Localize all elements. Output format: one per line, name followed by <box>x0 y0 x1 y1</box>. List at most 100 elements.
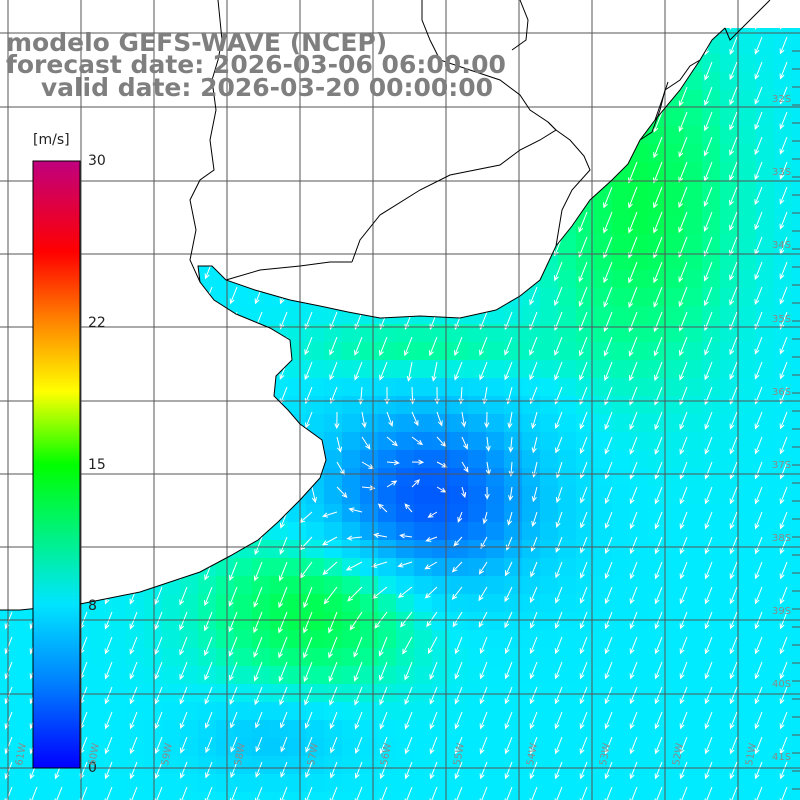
wind-speed-cell <box>360 792 379 800</box>
wind-speed-cell <box>684 756 703 775</box>
wind-speed-cell <box>90 630 109 649</box>
wind-speed-cell <box>630 504 649 523</box>
wind-speed-cell <box>180 792 199 800</box>
wind-speed-cell <box>108 720 127 739</box>
wind-speed-cell <box>234 396 253 415</box>
wind-arrow <box>428 336 438 357</box>
wind-speed-cell <box>270 342 289 361</box>
wind-arrow <box>629 661 638 680</box>
wind-speed-cell <box>126 792 145 800</box>
wind-speed-cell <box>198 792 217 800</box>
wind-arrow <box>129 461 138 480</box>
wind-speed-cell <box>630 468 649 487</box>
wind-speed-cell <box>684 162 703 181</box>
wind-arrow <box>754 561 763 580</box>
wind-speed-cell <box>756 432 775 451</box>
wind-arrow <box>729 436 738 455</box>
wind-speed-cell <box>558 720 577 739</box>
wind-speed-cell <box>774 180 793 199</box>
wind-speed-cell <box>378 234 397 253</box>
wind-speed-cell <box>702 252 721 271</box>
wind-arrow <box>779 561 788 580</box>
wind-speed-cell <box>342 360 361 379</box>
wind-speed-cell <box>414 0 433 19</box>
wind-speed-cell <box>90 432 109 451</box>
wind-speed-cell <box>306 234 325 253</box>
wind-speed-cell <box>288 630 307 649</box>
wind-arrow <box>354 761 363 780</box>
wind-speed-cell <box>468 468 487 487</box>
wind-speed-cell <box>144 450 163 469</box>
wind-arrow <box>129 786 138 800</box>
wind-arrow <box>305 761 313 779</box>
wind-speed-cell <box>702 144 721 163</box>
wind-speed-cell <box>270 468 289 487</box>
wind-speed-cell <box>504 270 523 289</box>
wind-arrow <box>729 261 738 281</box>
wind-speed-cell <box>0 0 19 19</box>
wind-speed-cell <box>684 342 703 361</box>
wind-speed-cell <box>756 342 775 361</box>
wind-speed-cell <box>540 72 559 91</box>
wind-speed-cell <box>666 360 685 379</box>
wind-speed-cell <box>126 612 145 631</box>
wind-arrow <box>104 636 113 655</box>
wind-speed-cell <box>558 522 577 541</box>
wind-speed-cell <box>144 0 163 19</box>
wind-speed-cell <box>90 360 109 379</box>
wind-speed-cell <box>342 486 361 505</box>
wind-speed-cell <box>450 522 469 541</box>
wind-speed-cell <box>432 594 451 613</box>
wind-speed-cell <box>180 360 199 379</box>
wind-arrow <box>729 511 738 530</box>
wind-arrow <box>429 236 438 255</box>
wind-arrow <box>411 459 425 465</box>
wind-speed-cell <box>180 756 199 775</box>
wind-speed-cell <box>612 540 631 559</box>
wind-arrow <box>254 461 263 479</box>
wind-speed-cell <box>234 306 253 325</box>
wind-speed-cell <box>306 126 325 145</box>
wind-speed-cell <box>252 774 271 793</box>
wind-speed-cell <box>630 324 649 343</box>
wind-speed-cell <box>720 90 739 109</box>
wind-arrow <box>553 286 563 307</box>
wind-arrow <box>436 411 443 427</box>
wind-speed-cell <box>630 252 649 271</box>
wind-arrow <box>279 536 288 555</box>
wind-speed-cell <box>486 144 505 163</box>
wind-speed-cell <box>216 432 235 451</box>
wind-speed-cell <box>540 360 559 379</box>
wind-arrow <box>729 86 738 106</box>
wind-speed-cell <box>756 720 775 739</box>
wind-arrow <box>461 436 468 450</box>
wind-speed-cell <box>612 576 631 595</box>
wind-speed-cell <box>162 450 181 469</box>
wind-speed-cell <box>684 720 703 739</box>
wind-arrow <box>204 711 213 729</box>
wind-speed-cell <box>774 324 793 343</box>
wind-arrow <box>529 186 538 206</box>
wind-speed-cell <box>558 180 577 199</box>
wind-speed-cell <box>432 774 451 793</box>
wind-speed-cell <box>378 504 397 523</box>
wind-arrow <box>461 411 467 428</box>
wind-arrow <box>729 686 738 705</box>
wind-arrow <box>104 286 113 305</box>
wind-arrow <box>628 261 638 284</box>
wind-speed-cell <box>396 216 415 235</box>
wind-speed-cell <box>720 738 739 757</box>
wind-arrow <box>179 211 188 230</box>
wind-speed-cell <box>504 126 523 145</box>
wind-arrow <box>454 736 463 755</box>
wind-speed-cell <box>594 216 613 235</box>
wind-speed-cell <box>108 270 127 289</box>
wind-speed-cell <box>198 648 217 667</box>
wind-arrow <box>104 111 113 130</box>
wind-speed-cell <box>198 378 217 397</box>
wind-arrow <box>229 486 238 505</box>
wind-speed-cell <box>720 558 739 577</box>
wind-speed-cell <box>180 0 199 19</box>
wind-speed-cell <box>162 684 181 703</box>
wind-speed-cell <box>270 198 289 217</box>
